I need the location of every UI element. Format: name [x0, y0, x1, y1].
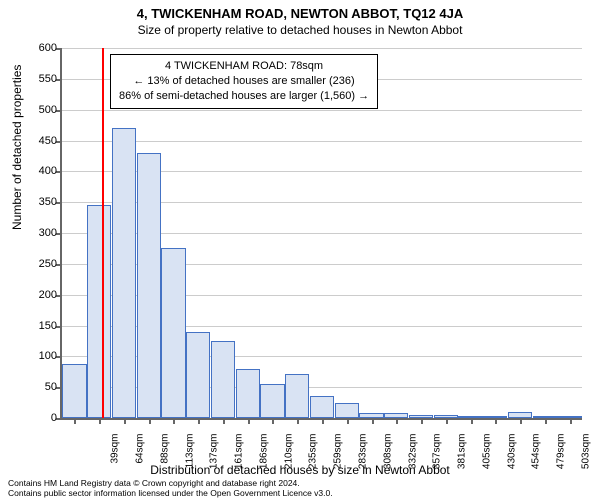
x-axis-label: Distribution of detached houses by size …	[0, 463, 600, 477]
x-tick-mark	[421, 418, 423, 424]
footer-attribution: Contains HM Land Registry data © Crown c…	[8, 478, 592, 499]
y-tick-label: 200	[22, 289, 57, 301]
x-tick-mark	[272, 418, 274, 424]
histogram-bar	[434, 415, 458, 418]
histogram-bar	[483, 416, 507, 418]
y-tick-label: 150	[22, 320, 57, 332]
reference-line	[102, 48, 104, 418]
info-line: ← 13% of detached houses are smaller (23…	[119, 74, 369, 89]
x-tick-mark	[570, 418, 572, 424]
y-tick-label: 50	[22, 381, 57, 393]
y-tick-label: 600	[22, 42, 57, 54]
histogram-bar	[359, 413, 383, 418]
y-tick-label: 100	[22, 350, 57, 362]
x-tick-mark	[471, 418, 473, 424]
x-tick-mark	[149, 418, 151, 424]
histogram-bar	[87, 205, 111, 418]
page-title: 4, TWICKENHAM ROAD, NEWTON ABBOT, TQ12 4…	[0, 0, 600, 21]
x-tick-mark	[297, 418, 299, 424]
x-tick-mark	[545, 418, 547, 424]
info-line: 4 TWICKENHAM ROAD: 78sqm	[119, 59, 369, 74]
x-tick-mark	[223, 418, 225, 424]
x-tick-mark	[347, 418, 349, 424]
info-line: 86% of semi-detached houses are larger (…	[119, 89, 369, 104]
x-tick-mark	[520, 418, 522, 424]
y-tick-label: 300	[22, 227, 57, 239]
grid-line	[62, 110, 582, 111]
footer-line: Contains HM Land Registry data © Crown c…	[8, 478, 592, 489]
y-tick-label: 450	[22, 135, 57, 147]
x-tick-mark	[124, 418, 126, 424]
histogram-bar	[508, 412, 532, 418]
y-tick-label: 550	[22, 73, 57, 85]
histogram-bar	[310, 396, 334, 418]
x-tick-mark	[198, 418, 200, 424]
x-tick-mark	[446, 418, 448, 424]
histogram-bar	[236, 369, 260, 418]
x-tick-mark	[372, 418, 374, 424]
histogram-bar	[533, 416, 557, 418]
x-tick-mark	[99, 418, 101, 424]
y-tick-label: 0	[22, 412, 57, 424]
chart-subtitle: Size of property relative to detached ho…	[0, 21, 600, 37]
histogram-chart: 4 TWICKENHAM ROAD: 78sqm ← 13% of detach…	[60, 48, 582, 420]
x-tick-mark	[495, 418, 497, 424]
reference-info-box: 4 TWICKENHAM ROAD: 78sqm ← 13% of detach…	[110, 54, 378, 109]
footer-line: Contains public sector information licen…	[8, 488, 592, 499]
histogram-bar	[62, 364, 86, 418]
histogram-bar	[211, 341, 235, 418]
x-tick-mark	[248, 418, 250, 424]
y-tick-label: 350	[22, 196, 57, 208]
y-tick-label: 500	[22, 104, 57, 116]
grid-line	[62, 141, 582, 142]
x-tick-mark	[173, 418, 175, 424]
histogram-bar	[335, 403, 359, 418]
y-tick-label: 400	[22, 165, 57, 177]
x-tick-mark	[396, 418, 398, 424]
histogram-bar	[557, 416, 581, 418]
histogram-bar	[161, 248, 185, 418]
y-tick-label: 250	[22, 258, 57, 270]
x-tick-mark	[322, 418, 324, 424]
histogram-bar	[285, 374, 309, 418]
histogram-bar	[260, 384, 284, 418]
grid-line	[62, 48, 582, 49]
histogram-bar	[384, 413, 408, 418]
histogram-bar	[186, 332, 210, 418]
histogram-bar	[137, 153, 161, 418]
histogram-bar	[458, 416, 482, 418]
x-tick-mark	[74, 418, 76, 424]
histogram-bar	[112, 128, 136, 418]
histogram-bar	[409, 415, 433, 418]
